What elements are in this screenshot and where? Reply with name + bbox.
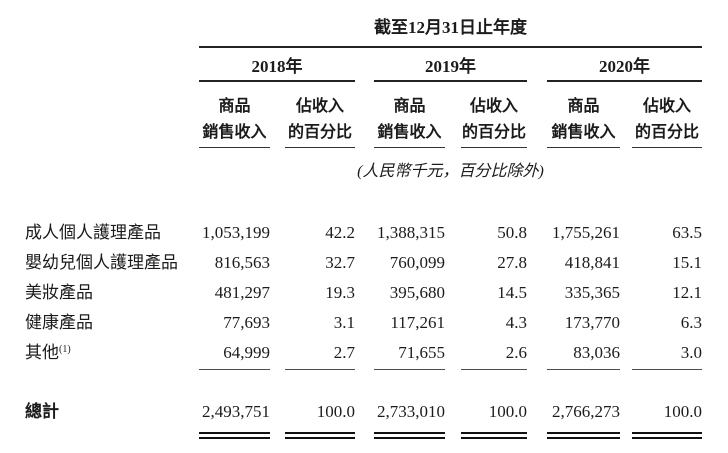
subtotal-rule <box>461 369 527 370</box>
total-2018-sales: 2,493,751 <box>202 402 270 421</box>
grand-total-double-rule <box>547 432 620 439</box>
row-label: 成人個人護理產品 <box>25 223 161 242</box>
cell-2019-sales: 395,680 <box>389 283 445 302</box>
table-row-others: 其他(1) 64,999 2.7 71,655 2.6 83,036 3.0 <box>0 338 702 368</box>
row-label: 嬰幼兒個人護理產品 <box>25 253 178 272</box>
column-header-sales-line1: 商品 <box>567 98 600 115</box>
cell-2020-sales: 418,841 <box>564 253 620 272</box>
year-header-2020: 2020年 <box>527 48 702 82</box>
cell-2020-sales: 83,036 <box>573 343 620 362</box>
cell-2019-pct: 2.6 <box>505 343 527 362</box>
grand-total-double-rule <box>199 432 270 439</box>
cell-2020-pct: 12.1 <box>672 283 702 302</box>
year-header-2019: 2019年 <box>355 48 527 82</box>
cell-2019-sales: 117,261 <box>390 313 445 332</box>
cell-2018-pct: 42.2 <box>325 223 355 242</box>
year-header-2018-label: 2018年 <box>199 48 355 82</box>
total-2018-pct: 100.0 <box>316 402 355 421</box>
table-row-total: 總計 2,493,751 100.0 2,733,010 100.0 2,766… <box>0 392 702 432</box>
column-header-pct-2019: 佔收入 的百分比 <box>445 82 527 148</box>
cell-2019-pct: 4.3 <box>505 313 527 332</box>
row-label: 健康產品 <box>25 313 93 332</box>
column-header-pct-line1: 佔收入 <box>469 98 518 115</box>
cell-2018-sales: 77,693 <box>223 313 270 332</box>
table-row-beauty-products: 美妝產品 481,297 19.3 395,680 14.5 335,365 1… <box>0 278 702 308</box>
row-label: 其他(1) <box>0 338 199 368</box>
cell-2018-sales: 816,563 <box>214 253 270 272</box>
column-header-pct-line1: 佔收入 <box>642 98 691 115</box>
cell-2020-sales: 1,755,261 <box>552 223 620 242</box>
column-header-spacer <box>0 82 199 148</box>
row-label: 美妝產品 <box>25 283 93 302</box>
cell-2018-sales: 1,053,199 <box>202 223 270 242</box>
grand-total-double-rule <box>632 432 702 439</box>
column-header-pct-line1: 佔收入 <box>295 98 344 115</box>
spacer <box>0 370 728 392</box>
subtotal-rule <box>374 369 445 370</box>
table-row-baby-personal-care: 嬰幼兒個人護理產品 816,563 32.7 760,099 27.8 418,… <box>0 248 702 278</box>
grand-total-double-rule <box>285 432 355 439</box>
cell-2018-pct: 19.3 <box>325 283 355 302</box>
table-row-adult-personal-care: 成人個人護理產品 1,053,199 42.2 1,388,315 50.8 1… <box>0 218 702 248</box>
column-header-pct-line2: 的百分比 <box>461 124 526 141</box>
subtotal-rule <box>632 369 702 370</box>
cell-2019-pct: 50.8 <box>497 223 527 242</box>
year-header-row: 2018年 2019年 2020年 <box>0 48 702 82</box>
cell-2019-sales: 71,655 <box>398 343 445 362</box>
column-header-pct-line2: 的百分比 <box>287 124 352 141</box>
spacer <box>0 182 728 218</box>
cell-2020-pct: 63.5 <box>672 223 702 242</box>
cell-2018-sales: 481,297 <box>214 283 270 302</box>
total-label: 總計 <box>25 402 59 421</box>
cell-2019-sales: 1,388,315 <box>377 223 445 242</box>
cell-2019-sales: 760,099 <box>389 253 445 272</box>
column-header-sales-line2: 銷售收入 <box>551 124 616 141</box>
total-2020-pct: 100.0 <box>663 402 702 421</box>
grand-total-rule-row <box>0 432 702 439</box>
total-2019-pct: 100.0 <box>488 402 527 421</box>
cell-2018-sales: 64,999 <box>223 343 270 362</box>
column-header-sales-line1: 商品 <box>218 98 251 115</box>
subtotal-rule-row <box>0 369 702 370</box>
cell-2018-pct: 3.1 <box>333 313 355 332</box>
table-title: 截至12月31日止年度 <box>199 0 702 48</box>
table-row-health-products: 健康產品 77,693 3.1 117,261 4.3 173,770 6.3 <box>0 308 702 338</box>
cell-2020-sales: 335,365 <box>564 283 620 302</box>
year-header-2020-label: 2020年 <box>547 48 702 82</box>
cell-2018-pct: 2.7 <box>333 343 355 362</box>
grand-total-double-rule <box>374 432 445 439</box>
subtotal-rule <box>547 369 620 370</box>
revenue-table: 截至12月31日止年度 <box>0 0 702 48</box>
row-label-text: 其他 <box>25 343 59 362</box>
column-header-sales-line2: 銷售收入 <box>202 124 267 141</box>
total-2019-sales: 2,733,010 <box>377 402 445 421</box>
cell-2018-pct: 32.7 <box>325 253 355 272</box>
unit-note: (人民幣千元，百分比除外) <box>357 163 544 180</box>
year-header-2019-label: 2019年 <box>374 48 527 82</box>
column-header-sales-2020: 商品 銷售收入 <box>527 82 620 148</box>
cell-2019-pct: 14.5 <box>497 283 527 302</box>
year-header-2018: 2018年 <box>199 48 355 82</box>
column-header-pct-2020: 佔收入 的百分比 <box>620 82 702 148</box>
unit-note-row: (人民幣千元，百分比除外) <box>0 148 702 182</box>
subtotal-rule <box>199 369 270 370</box>
subtotal-rule <box>285 369 355 370</box>
column-header-sales-line2: 銷售收入 <box>377 124 442 141</box>
cell-2020-pct: 15.1 <box>672 253 702 272</box>
footnote-marker: (1) <box>59 344 71 355</box>
column-header-row: 商品 銷售收入 佔收入 的百分比 商品 銷售收入 佔收入 的百分比 商品 銷售收… <box>0 82 702 148</box>
column-header-pct-line2: 的百分比 <box>634 124 699 141</box>
column-header-sales-line1: 商品 <box>393 98 426 115</box>
cell-2020-pct: 3.0 <box>680 343 702 362</box>
column-header-sales-2018: 商品 銷售收入 <box>199 82 270 148</box>
column-header-sales-2019: 商品 銷售收入 <box>355 82 445 148</box>
cell-2019-pct: 27.8 <box>497 253 527 272</box>
cell-2020-sales: 173,770 <box>564 313 620 332</box>
grand-total-double-rule <box>461 432 527 439</box>
column-header-pct-2018: 佔收入 的百分比 <box>270 82 355 148</box>
cell-2020-pct: 6.3 <box>680 313 702 332</box>
total-2020-sales: 2,766,273 <box>552 402 620 421</box>
